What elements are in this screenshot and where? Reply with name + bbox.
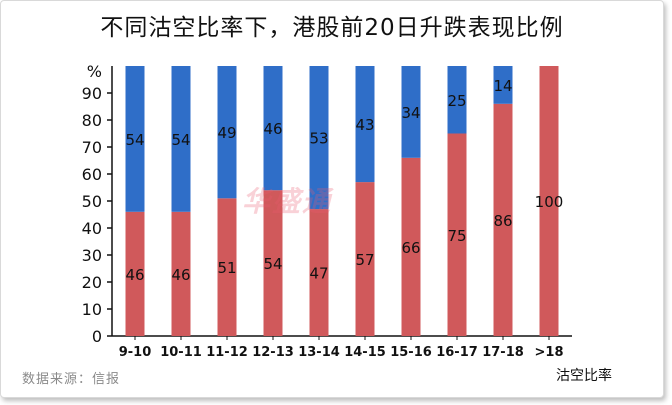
data-label-rise: 57 (355, 251, 374, 269)
y-tick-label: 60 (82, 165, 102, 184)
bar-rise-segment (493, 103, 513, 336)
data-label-rise: 51 (217, 259, 236, 277)
watermark: 华盛通 (242, 185, 333, 218)
bar-fall-segment (355, 66, 375, 183)
y-tick-label: 80 (82, 111, 102, 130)
data-label-fall: 53 (309, 130, 328, 148)
data-label-fall: 14 (493, 77, 512, 95)
data-label-rise: 54 (263, 255, 282, 273)
bar-rise-segment (263, 190, 283, 336)
data-label-rise: 46 (171, 266, 190, 284)
y-tick-label: 20 (82, 273, 102, 292)
data-source-note: 数据来源：信报 (22, 372, 121, 387)
bar-rise-segment (447, 133, 467, 336)
data-label-rise: 66 (401, 239, 420, 257)
data-label-fall: 54 (125, 131, 144, 149)
x-tick-label: 9-10 (119, 345, 152, 360)
y-tick-label: 0 (92, 327, 102, 346)
y-tick-label: 90 (82, 84, 102, 103)
bar-fall-segment (125, 66, 145, 212)
y-tick-label: 50 (82, 192, 102, 211)
x-tick-label: 12-13 (252, 345, 294, 360)
x-tick-label: 16-17 (436, 345, 478, 360)
data-label-fall: 49 (217, 124, 236, 142)
data-label-rise: 46 (125, 266, 144, 284)
bar-fall-segment (493, 66, 513, 104)
y-axis-unit: % (87, 62, 102, 81)
x-tick-label: 17-18 (482, 345, 524, 360)
data-label-fall: 25 (447, 92, 466, 110)
data-label-rise: 75 (447, 227, 466, 245)
bar-fall-segment (171, 66, 191, 212)
bar-rise-segment (217, 198, 237, 336)
data-label-fall: 46 (263, 120, 282, 138)
bar-rise-segment (355, 182, 375, 336)
x-tick-label: 13-14 (298, 345, 340, 360)
y-tick-label: 40 (82, 219, 102, 238)
x-tick-label: 15-16 (390, 345, 432, 360)
bar-fall-segment (401, 66, 421, 158)
data-label-fall: 54 (171, 131, 190, 149)
y-tick-label: 10 (82, 300, 102, 319)
x-tick-label: 10-11 (160, 345, 202, 360)
bar-fall-segment (263, 66, 283, 191)
bar-fall-segment (217, 66, 237, 199)
y-tick-label: 70 (82, 138, 102, 157)
data-label-fall: 34 (401, 104, 420, 122)
x-axis-title: 沽空比率 (556, 367, 612, 384)
data-label-rise: 100 (535, 193, 564, 211)
bar-rise-segment (401, 157, 421, 336)
data-label-fall: 43 (355, 116, 374, 134)
bar-fall-segment (309, 66, 329, 210)
bar-rise-segment (309, 209, 329, 336)
bar-rise-segment (125, 211, 145, 336)
bar-rise-segment (171, 211, 191, 336)
bar-fall-segment (447, 66, 467, 134)
data-label-rise: 47 (309, 265, 328, 283)
x-tick-label: 14-15 (344, 345, 386, 360)
chart-title: 不同沽空比率下，港股前20日升跌表现比例 (100, 15, 564, 41)
data-label-rise: 86 (493, 212, 512, 230)
y-tick-label: 30 (82, 246, 102, 265)
x-tick-label: >18 (535, 345, 564, 360)
bar-rise-segment (539, 66, 559, 336)
x-tick-label: 11-12 (206, 345, 248, 360)
